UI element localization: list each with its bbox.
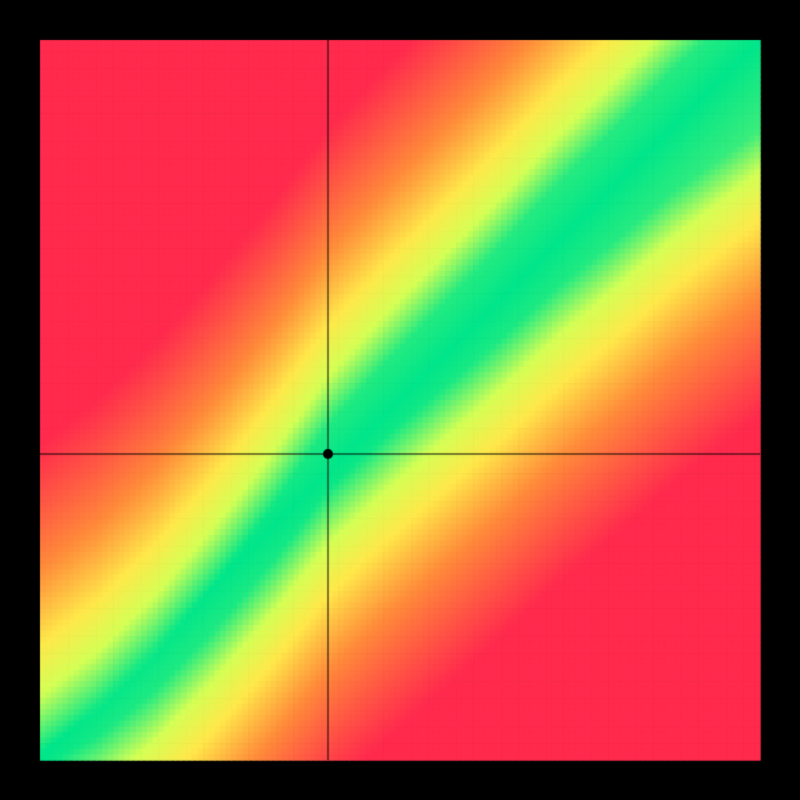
bottleneck-heatmap xyxy=(0,0,800,800)
